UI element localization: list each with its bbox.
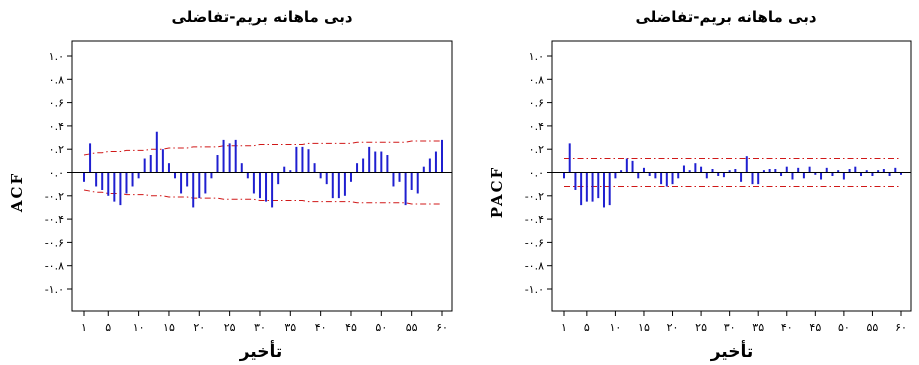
acf-y-tick-label: ۱.۰ xyxy=(49,50,64,63)
acf-y-tick-label: ۰.۲ xyxy=(49,143,64,156)
pacf-x-tick-label: ۲۰ xyxy=(667,321,679,334)
acf-x-tick-label: ۱۰ xyxy=(133,321,145,334)
pacf-y-tick-label: ۰.۸ xyxy=(529,73,544,86)
acf-confidence-bands xyxy=(83,140,442,205)
pacf-x-tick-label: ۳۵ xyxy=(752,321,764,334)
pacf-x-tick-label: ۵۰ xyxy=(838,321,850,334)
pacf-y-tick-label: -۰.۴ xyxy=(525,213,544,226)
pacf-y-tick-label: ۰.۲ xyxy=(529,143,544,156)
acf-x-tick-label: ۲۰ xyxy=(193,321,205,334)
pacf-y-tick-label: -۰.۸ xyxy=(525,260,544,273)
acf-x-tick-label: ۵۵ xyxy=(406,321,418,334)
acf-y-tick-label: ۰.۰ xyxy=(49,167,64,180)
pacf-x-tick-label: ۱۵ xyxy=(638,321,650,334)
pacf-y-tick-label: ۰.۶ xyxy=(529,97,544,110)
acf-y-axis-label: ACF xyxy=(8,172,26,213)
acf-y-tick-label: -۰.۶ xyxy=(45,236,64,249)
acf-x-tick-label: ۱۵ xyxy=(163,321,175,334)
acf-y-tick-label: ۰.۴ xyxy=(49,120,64,133)
pacf-chart: دبی ماهانه بریم-تفاضلی PACF تأخیر ۱.۰ ۰.۸… xyxy=(488,8,912,362)
pacf-y-tick-label: -۰.۲ xyxy=(525,190,544,203)
acf-y-tick-label: -۰.۲ xyxy=(45,190,64,203)
acf-x-tick-label: ۴۰ xyxy=(315,321,327,334)
pacf-x-axis-label: تأخیر xyxy=(710,340,754,362)
pacf-y-tick-label: ۰.۴ xyxy=(529,120,544,133)
acf-x-tick-label: ۴۵ xyxy=(345,321,357,334)
acf-confidence-lower xyxy=(83,189,442,205)
acf-x-axis-label: تأخیر xyxy=(239,340,283,362)
pacf-y-tick-label: ۱.۰ xyxy=(529,50,544,63)
acf-confidence-upper xyxy=(83,140,442,156)
pacf-x-tick-label: ۵۵ xyxy=(867,321,879,334)
acf-y-tick-label: -۰.۴ xyxy=(45,213,64,226)
acf-chart: دبی ماهانه بریم-تفاضلی ACF تأخیر ۱.۰ ۰.۸ ۰… xyxy=(8,8,453,362)
acf-x-tick-label: ۳۵ xyxy=(284,321,296,334)
pacf-x-ticks: ۱ ۵ ۱۰ ۱۵ ۲۰ ۲۵ ۳۰ ۳۵ ۴۰ ۴۵ ۵۰ ۵۵ ۶۰ xyxy=(561,311,907,334)
pacf-y-ticks: ۱.۰ ۰.۸ ۰.۶ ۰.۴ ۰.۲ ۰.۰ -۰.۲ -۰.۴ -۰.۶ -۰.۸ -۱.۰ xyxy=(525,50,552,296)
pacf-chart-title: دبی ماهانه بریم-تفاضلی xyxy=(635,8,816,26)
pacf-x-tick-label: ۴۰ xyxy=(781,321,793,334)
pacf-x-tick-label: ۳۰ xyxy=(724,321,736,334)
pacf-x-tick-label: ۴۵ xyxy=(809,321,821,334)
acf-y-tick-label: ۰.۸ xyxy=(49,73,64,86)
pacf-confidence-bands xyxy=(564,158,901,187)
pacf-x-tick-label: ۶۰ xyxy=(895,321,907,334)
acf-x-ticks: ۱ ۵ ۱۰ ۱۵ ۲۰ ۲۵ ۳۰ ۳۵ ۴۰ ۴۵ ۵۰ ۵۵ ۶۰ xyxy=(81,311,448,334)
pacf-y-tick-label: ۰.۰ xyxy=(529,167,544,180)
acf-y-tick-label: ۰.۶ xyxy=(49,97,64,110)
acf-chart-title: دبی ماهانه بریم-تفاضلی xyxy=(171,8,352,26)
acf-x-tick-label: ۳۰ xyxy=(254,321,266,334)
pacf-x-tick-label: ۱ xyxy=(561,321,567,334)
pacf-y-tick-label: -۰.۶ xyxy=(525,236,544,249)
acf-x-tick-label: ۵ xyxy=(105,321,111,334)
pacf-plot-frame xyxy=(551,40,912,312)
acf-x-tick-label: ۱ xyxy=(81,321,87,334)
pacf-x-tick-label: ۲۵ xyxy=(695,321,707,334)
acf-y-tick-label: -۱.۰ xyxy=(45,283,64,296)
acf-x-tick-label: ۵۰ xyxy=(375,321,387,334)
pacf-bars xyxy=(563,143,902,208)
acf-x-tick-label: ۲۵ xyxy=(224,321,236,334)
acf-y-ticks: ۱.۰ ۰.۸ ۰.۶ ۰.۴ ۰.۲ ۰.۰ -۰.۲ -۰.۴ -۰.۶ -۰.۸ -۱.۰ xyxy=(45,50,72,296)
pacf-y-tick-label: -۱.۰ xyxy=(525,283,544,296)
pacf-y-axis-label: PACF xyxy=(488,166,506,218)
acf-plot-frame xyxy=(71,40,453,312)
pacf-x-tick-label: ۱۰ xyxy=(609,321,621,334)
acf-y-tick-label: -۰.۸ xyxy=(45,260,64,273)
acf-bars xyxy=(83,131,443,208)
pacf-x-tick-label: ۵ xyxy=(584,321,590,334)
acf-x-tick-label: ۶۰ xyxy=(436,321,448,334)
